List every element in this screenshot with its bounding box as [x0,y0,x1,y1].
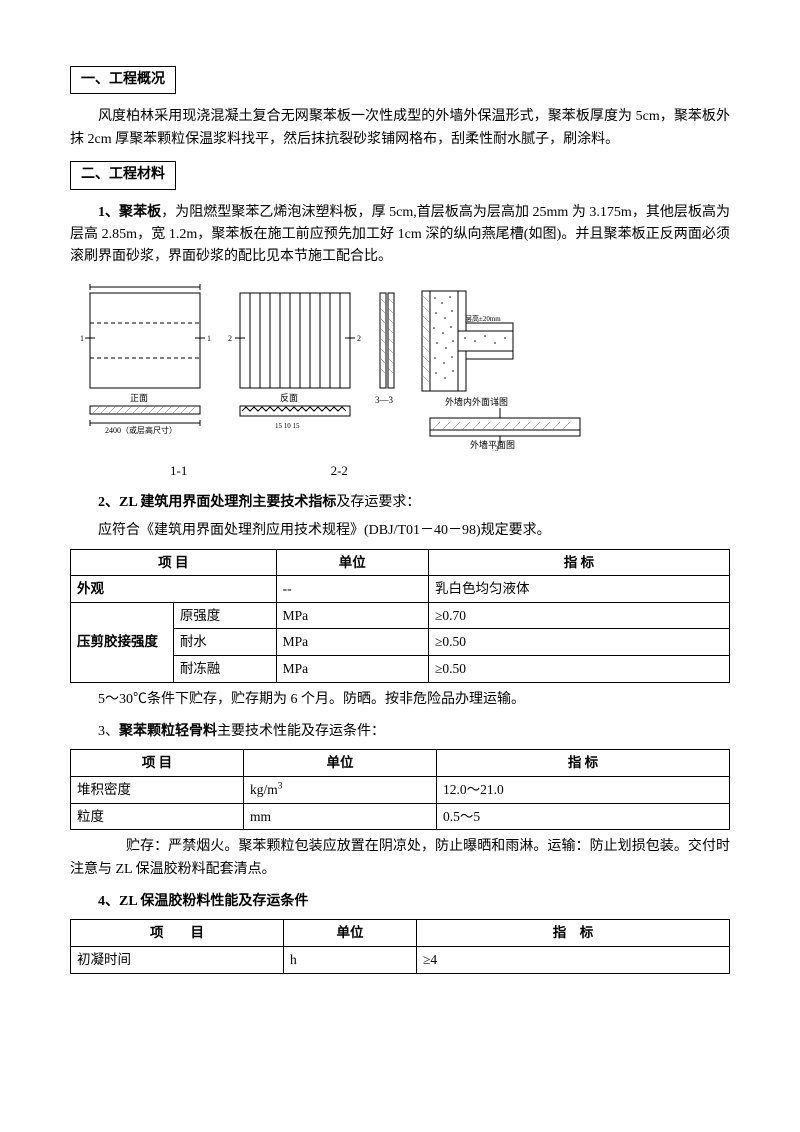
svg-text:15 10 15: 15 10 15 [275,422,300,430]
table-cell: 耐冻融 [173,656,276,683]
table-2-footnote: 贮存：严禁烟火。聚苯颗粒包装应放置在阴凉处，防止曝晒和雨淋。运输：防止划损包装。… [70,836,730,881]
table-row: 粒度 mm 0.5～5 [71,803,730,830]
svg-text:1: 1 [207,334,211,343]
svg-text:2: 2 [357,334,361,343]
table-cell: ≥0.50 [428,656,729,683]
item-2-suffix: 及存运要求： [336,495,420,510]
construction-diagram: 1 1 正面 2400（或层高尺寸） 2 2 反面 [70,283,630,453]
table-header: 项 目 [71,750,244,777]
table-header: 单位 [244,750,437,777]
table-row: 项 目 单位 指 标 [71,549,730,576]
item-1-text: ，为阻燃型聚苯乙烯泡沫塑料板，厚 5cm,首层板高为层高加 25mm 为 3.1… [70,205,730,265]
table-2: 项 目 单位 指 标 堆积密度 kg/m3 12.0～21.0 粒度 mm 0.… [70,749,730,830]
table-cell: 堆积密度 [71,777,244,804]
item-2-note: 应符合《建筑用界面处理剂应用技术规程》(DBJ/T01－40－98)规定要求。 [70,520,730,542]
table-row: 初凝时间 h ≥4 [71,947,730,974]
item-2-label: 2、ZL 建筑用界面处理剂主要技术指标 [98,495,336,510]
table-header: 单位 [284,920,417,947]
table-cell: MPa [276,602,428,629]
table-header: 指 标 [417,920,730,947]
diagram-bottom-labels: 1-1 2-2 [170,461,730,482]
table-header: 项 目 [71,549,277,576]
diagram-label-22: 2-2 [331,463,348,478]
table-row: 压剪胶接强度 原强度 MPa ≥0.70 [71,602,730,629]
item-3-label: 3、聚苯颗粒轻骨料 [98,724,217,739]
table-header: 指 标 [437,750,730,777]
table-cell: -- [276,576,428,603]
section-2-heading: 二、工程材料 [70,161,176,189]
table-cell-rowspan: 压剪胶接强度 [71,602,174,682]
table-cell: 0.5～5 [437,803,730,830]
table-cell: 外观 [71,576,277,603]
diagram-plan-label: 外墙平面图 [470,439,515,450]
item-1-para: 1、聚苯板，为阻燃型聚苯乙烯泡沫塑料板，厚 5cm,首层板高为层高加 25mm … [70,202,730,269]
table-cell: 初凝时间 [71,947,284,974]
diagram-label-11: 1-1 [170,463,187,478]
section-1-heading: 一、工程概况 [70,66,176,94]
table-row: 外观 -- 乳白色均匀液体 [71,576,730,603]
table-cell: ≥0.70 [428,602,729,629]
table-cell: 乳白色均匀液体 [428,576,729,603]
item-1-label: 1、聚苯板 [98,205,161,220]
table-header: 单位 [276,549,428,576]
table-cell: 粒度 [71,803,244,830]
svg-text:层高±20mm: 层高±20mm [465,314,501,323]
item-4-suffix: 性能及存运条件 [210,894,308,909]
item-4-heading: 4、ZL 保温胶粉料性能及存运条件 [70,891,730,913]
svg-text:1: 1 [80,334,84,343]
table-header: 指 标 [428,549,729,576]
svg-text:2: 2 [228,334,232,343]
table-1-footnote: 5～30℃条件下贮存，贮存期为 6 个月。防晒。按非危险品办理运输。 [70,689,730,711]
table-cell: h [284,947,417,974]
diagram-container: 1 1 正面 2400（或层高尺寸） 2 2 反面 [70,283,730,482]
diagram-section-label: 外墙内外面详图 [445,396,508,407]
diagram-dim-label: 2400（或层高尺寸） [105,425,177,435]
table-cell: ≥4 [417,947,730,974]
item-4-label: 4、ZL 保温胶粉料 [98,894,210,909]
table-3: 项 目 单位 指 标 初凝时间 h ≥4 [70,919,730,973]
table-cell: MPa [276,629,428,656]
item-2-heading: 2、ZL 建筑用界面处理剂主要技术指标及存运要求： [70,492,730,514]
diagram-33-label: 3—3 [375,395,394,405]
table-row: 堆积密度 kg/m3 12.0～21.0 [71,777,730,804]
table-row: 项 目 单位 指 标 [71,750,730,777]
item-3-heading: 3、聚苯颗粒轻骨料主要技术性能及存运条件： [70,721,730,743]
table-row: 项 目 单位 指 标 [71,920,730,947]
table-cell: kg/m3 [244,777,437,804]
diagram-back-label: 反面 [280,393,298,403]
table-header: 项 目 [71,920,284,947]
item-3-suffix: 主要技术性能及存运条件： [217,724,385,739]
diagram-front-label: 正面 [130,393,148,403]
table-cell: 12.0～21.0 [437,777,730,804]
table-1: 项 目 单位 指 标 外观 -- 乳白色均匀液体 压剪胶接强度 原强度 MPa … [70,549,730,683]
section-1-para: 风度柏林采用现浇混凝土复合无网聚苯板一次性成型的外墙外保温形式，聚苯板厚度为 5… [70,106,730,151]
table-cell: mm [244,803,437,830]
table-cell: 耐水 [173,629,276,656]
svg-text:3: 3 [495,400,499,408]
table-cell: MPa [276,656,428,683]
table-cell: ≥0.50 [428,629,729,656]
table-cell: 原强度 [173,602,276,629]
